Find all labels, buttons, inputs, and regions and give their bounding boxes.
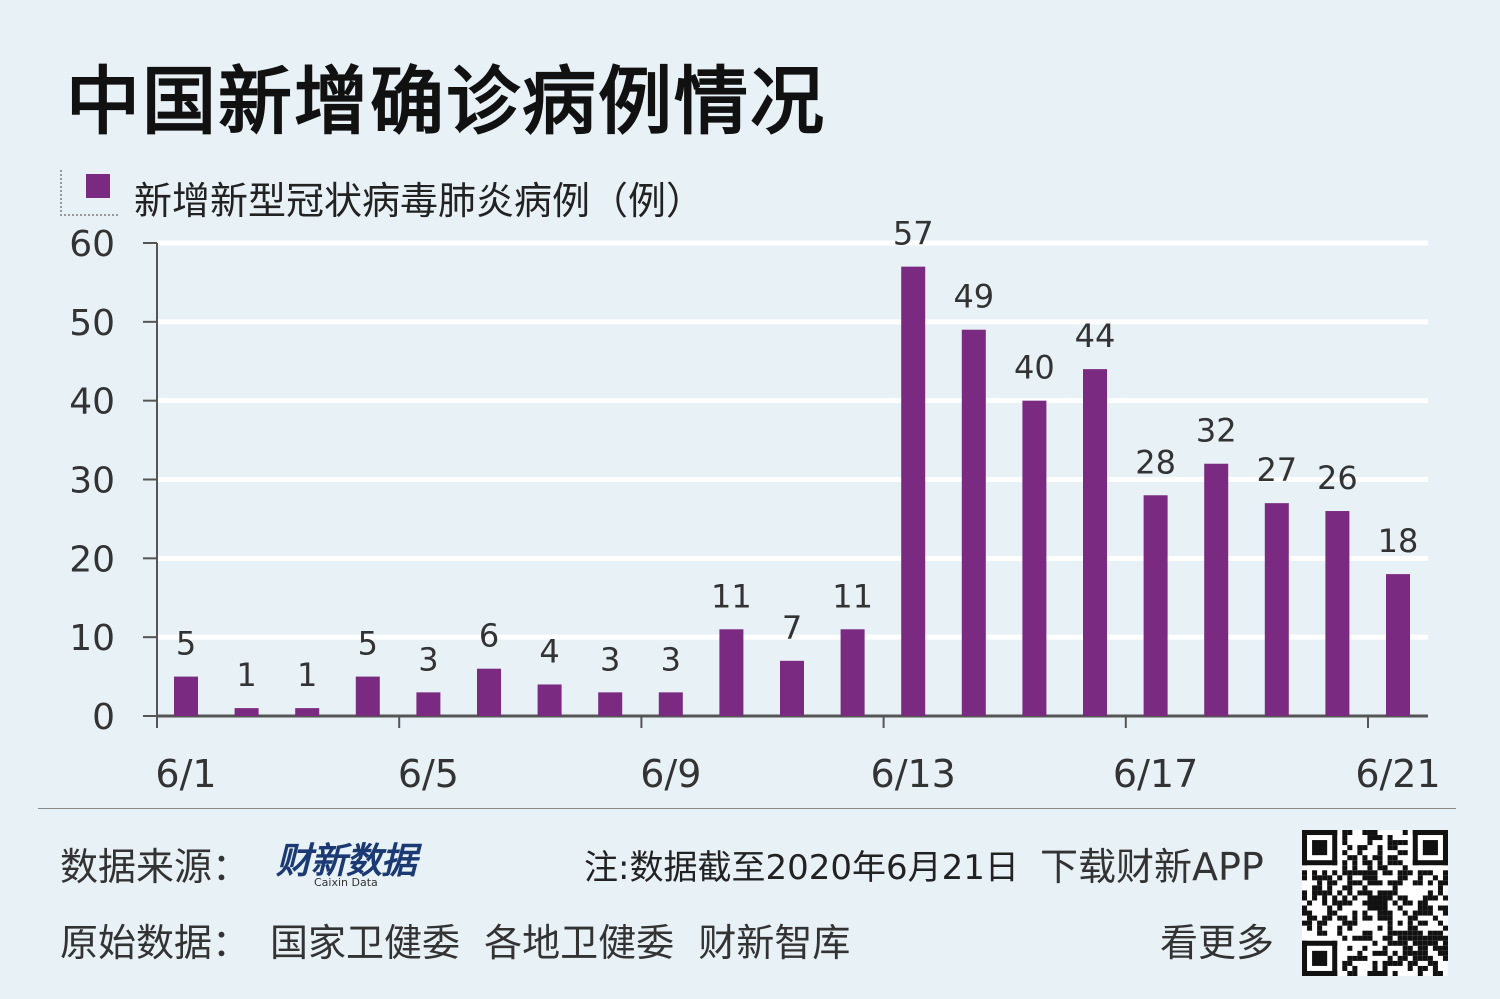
data-label: 11 xyxy=(832,577,873,615)
bar xyxy=(840,629,865,716)
y-tick-label: 0 xyxy=(92,697,115,738)
data-label: 4 xyxy=(539,632,559,670)
caixin-logo-en: Caixin Data xyxy=(314,876,378,889)
bar xyxy=(1143,495,1168,716)
bar xyxy=(780,660,804,716)
data-label: 11 xyxy=(711,577,752,615)
bar xyxy=(477,668,501,716)
caixin-data-logo: 财新数据 Caixin Data xyxy=(276,832,426,892)
data-label: 6 xyxy=(479,617,499,655)
caixin-logo-cn: 财新数据 xyxy=(276,841,417,882)
bar xyxy=(537,684,562,716)
bar xyxy=(1264,503,1289,716)
bar xyxy=(416,692,441,716)
x-tick-label: 6/5 xyxy=(398,752,459,796)
data-label: 40 xyxy=(1014,349,1055,387)
bar xyxy=(1386,574,1410,716)
data-label: 5 xyxy=(358,625,378,663)
data-label: 18 xyxy=(1378,522,1419,560)
footer-divider xyxy=(38,808,1456,809)
source-label: 数据来源： xyxy=(60,845,251,889)
bar xyxy=(1204,463,1229,716)
data-label: 1 xyxy=(236,656,256,694)
raw-data-label: 原始数据： xyxy=(60,921,251,965)
x-tick-label: 6/1 xyxy=(155,752,216,796)
bar xyxy=(1325,511,1350,716)
x-tick-label: 6/17 xyxy=(1113,752,1198,796)
y-tick-label: 50 xyxy=(69,303,115,344)
data-label: 27 xyxy=(1256,451,1297,489)
bar xyxy=(719,629,744,716)
bar xyxy=(355,676,380,716)
bar xyxy=(234,708,259,716)
raw-data-sources: 国家卫健委 各地卫健委 财新智库 xyxy=(270,921,851,965)
data-label: 3 xyxy=(600,640,620,678)
download-app-text: 下载财新APP xyxy=(1040,845,1264,889)
bar xyxy=(295,708,320,716)
bar xyxy=(598,692,623,716)
bar xyxy=(961,329,986,716)
bar xyxy=(658,692,683,716)
chart-title: 中国新增确诊病例情况 xyxy=(66,59,826,145)
bar xyxy=(1083,369,1107,716)
legend-swatch xyxy=(86,174,110,198)
x-tick-label: 6/13 xyxy=(871,752,956,796)
data-label: 3 xyxy=(418,640,438,678)
see-more-text: 看更多 xyxy=(1160,921,1275,965)
legend-label: 新增新型冠状病毒肺炎病例（例） xyxy=(134,179,705,223)
data-label: 32 xyxy=(1196,412,1237,450)
x-tick-label: 6/21 xyxy=(1355,752,1440,796)
data-label: 57 xyxy=(893,215,934,253)
y-tick-label: 40 xyxy=(69,382,115,423)
data-label: 44 xyxy=(1075,317,1116,355)
data-label: 28 xyxy=(1135,443,1176,481)
y-tick-label: 20 xyxy=(69,539,115,580)
data-label: 1 xyxy=(297,656,317,694)
chart-legend: 新增新型冠状病毒肺炎病例（例） xyxy=(60,170,760,223)
x-tick-label: 6/9 xyxy=(640,752,701,796)
data-label: 26 xyxy=(1317,459,1358,497)
data-label: 3 xyxy=(661,640,681,678)
y-tick-label: 60 xyxy=(69,224,115,265)
data-label: 5 xyxy=(176,625,196,663)
data-note: 注:数据截至2020年6月21日 xyxy=(584,848,1019,888)
y-tick-label: 30 xyxy=(69,461,115,502)
data-label: 7 xyxy=(782,609,802,647)
bar xyxy=(1022,400,1047,716)
qr-code-icon[interactable] xyxy=(1302,830,1448,976)
data-label: 49 xyxy=(953,278,994,316)
legend-frame xyxy=(60,170,118,216)
bar xyxy=(901,266,926,716)
y-tick-label: 10 xyxy=(69,618,115,659)
bar xyxy=(174,676,198,716)
